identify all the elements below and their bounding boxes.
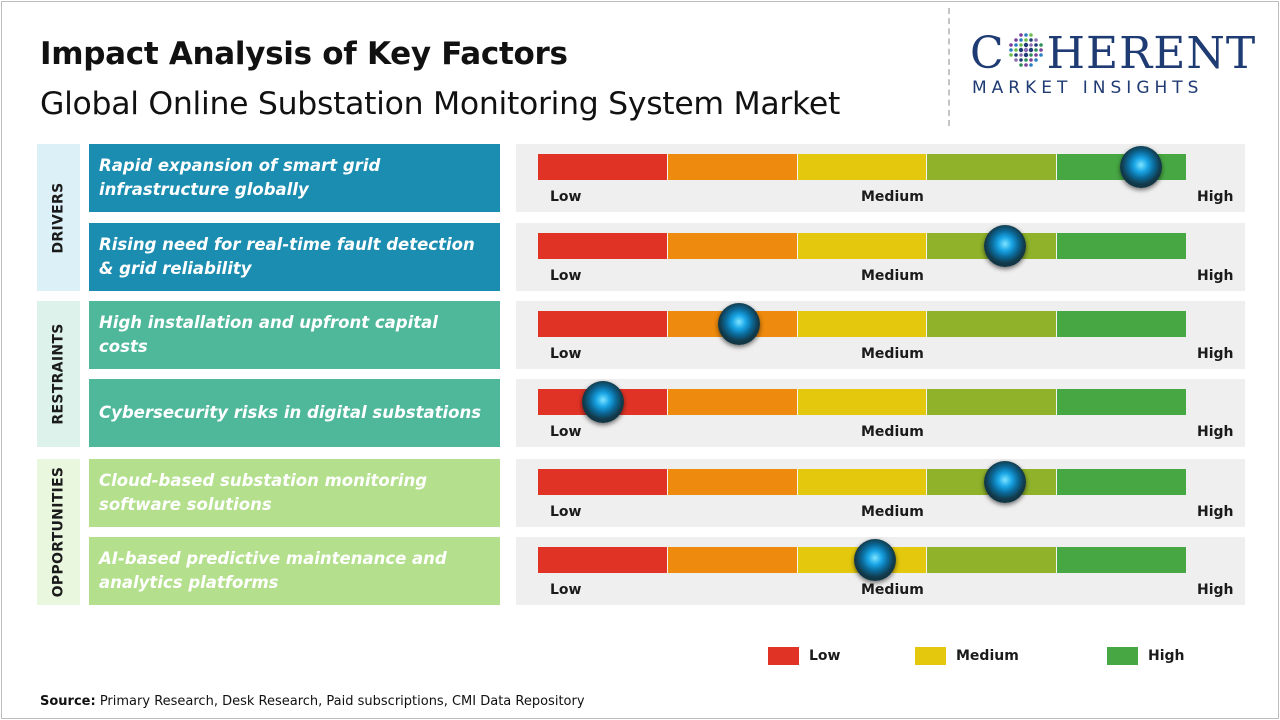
gauge-segment: [1057, 233, 1186, 259]
impact-marker: [983, 461, 1026, 503]
gauge-segment: [797, 389, 928, 415]
category-name: OPPORTUNITIES: [50, 466, 67, 598]
gauge-segment: [1057, 547, 1186, 573]
gauge-label-high: High: [1197, 504, 1234, 520]
gauge-label-medium: Medium: [861, 424, 924, 440]
gauge-label-medium: Medium: [861, 504, 924, 520]
impact-marker: [717, 303, 760, 345]
factor-label: AI-based predictive maintenance and anal…: [99, 549, 447, 592]
category-label-drivers: DRIVERS: [37, 144, 80, 291]
factor-box: Rising need for real-time fault detectio…: [89, 223, 500, 291]
logo-tagline: MARKET INSIGHTS: [972, 78, 1204, 98]
gauge-segment: [667, 233, 798, 259]
gauge-label-medium: Medium: [861, 582, 924, 598]
gauge-segment: [1057, 469, 1186, 495]
factor-box: AI-based predictive maintenance and anal…: [89, 537, 500, 605]
gauge-segment: [667, 154, 798, 180]
factor-box: Cybersecurity risks in digital substatio…: [89, 379, 500, 447]
legend-label-high: High: [1148, 648, 1185, 664]
category-label-opportunities: OPPORTUNITIES: [37, 459, 80, 605]
gauge-label-medium: Medium: [861, 189, 924, 205]
gauge-segment: [797, 154, 928, 180]
logo-wordmark-end: HERENT: [1046, 28, 1257, 79]
gauge-segment: [667, 547, 798, 573]
gauge-label-low: Low: [550, 268, 582, 284]
legend-label-medium: Medium: [956, 648, 1019, 664]
gauge-label-medium: Medium: [861, 346, 924, 362]
gauge-label-low: Low: [550, 424, 582, 440]
gauge-segment: [1057, 389, 1186, 415]
logo-dots-icon: [1008, 33, 1043, 67]
gauge-bar: [538, 389, 1186, 415]
gauge-label-high: High: [1197, 582, 1234, 598]
legend-swatch-low: [768, 647, 799, 665]
factor-box: Cloud-based substation monitoring softwa…: [89, 459, 500, 527]
gauge-segment: [927, 154, 1058, 180]
factor-label: Rising need for real-time fault detectio…: [99, 235, 475, 278]
impact-marker: [581, 381, 624, 423]
factor-label: Cybersecurity risks in digital substatio…: [99, 403, 482, 422]
legend-item-low: Low: [768, 647, 840, 665]
gauge-label-medium: Medium: [861, 268, 924, 284]
gauge-label-low: Low: [550, 346, 582, 362]
gauge-bar: [538, 469, 1186, 495]
gauge-bar: [538, 154, 1186, 180]
page-subtitle: Global Online Substation Monitoring Syst…: [40, 86, 841, 122]
gauge-label-low: Low: [550, 582, 582, 598]
gauge-segment: [797, 469, 928, 495]
gauge-segment: [538, 547, 668, 573]
source-label: Source:: [40, 694, 96, 709]
gauge-label-high: High: [1197, 424, 1234, 440]
gauge-segment: [797, 311, 928, 337]
legend-label-low: Low: [809, 648, 841, 664]
factor-label: Rapid expansion of smart grid infrastruc…: [99, 156, 381, 199]
gauge-segment: [667, 469, 798, 495]
gauge-segment: [667, 389, 798, 415]
category-name: RESTRAINTS: [50, 323, 67, 425]
source-text: Primary Research, Desk Research, Paid su…: [95, 694, 585, 709]
gauge-segment: [1057, 311, 1186, 337]
category-label-restraints: RESTRAINTS: [37, 301, 80, 447]
gauge-label-low: Low: [550, 504, 582, 520]
logo-wordmark: C HERENT: [970, 28, 1256, 80]
gauge-bar: [538, 233, 1186, 259]
gauge-label-high: High: [1197, 189, 1234, 205]
gauge-segment: [927, 389, 1058, 415]
gauge-label-high: High: [1197, 268, 1234, 284]
header-divider: [948, 8, 950, 126]
logo-wordmark-start: C: [970, 28, 1005, 79]
page-title: Impact Analysis of Key Factors: [40, 36, 568, 72]
legend-item-medium: Medium: [915, 647, 1019, 665]
gauge-segment: [797, 233, 928, 259]
legend-swatch-high: [1107, 647, 1138, 665]
factor-box: Rapid expansion of smart grid infrastruc…: [89, 144, 500, 212]
factor-box: High installation and upfront capital co…: [89, 301, 500, 369]
gauge-bar: [538, 547, 1186, 573]
gauge-segment: [538, 311, 668, 337]
category-name: DRIVERS: [50, 182, 67, 253]
legend-swatch-medium: [915, 647, 946, 665]
impact-marker: [853, 539, 896, 581]
legend-item-high: High: [1107, 647, 1185, 665]
factor-label: Cloud-based substation monitoring softwa…: [99, 471, 428, 514]
impact-marker: [983, 225, 1026, 267]
gauge-segment: [927, 547, 1058, 573]
factor-label: High installation and upfront capital co…: [99, 313, 438, 356]
impact-marker: [1119, 146, 1162, 188]
gauge-bar: [538, 311, 1186, 337]
source-note: Source: Primary Research, Desk Research,…: [40, 694, 585, 709]
gauge-label-low: Low: [550, 189, 582, 205]
gauge-segment: [538, 469, 668, 495]
gauge-segment: [927, 311, 1058, 337]
gauge-label-high: High: [1197, 346, 1234, 362]
gauge-segment: [538, 154, 668, 180]
coherent-logo: C HERENT MARKET INSIGHTS: [970, 28, 1265, 108]
gauge-segment: [538, 233, 668, 259]
